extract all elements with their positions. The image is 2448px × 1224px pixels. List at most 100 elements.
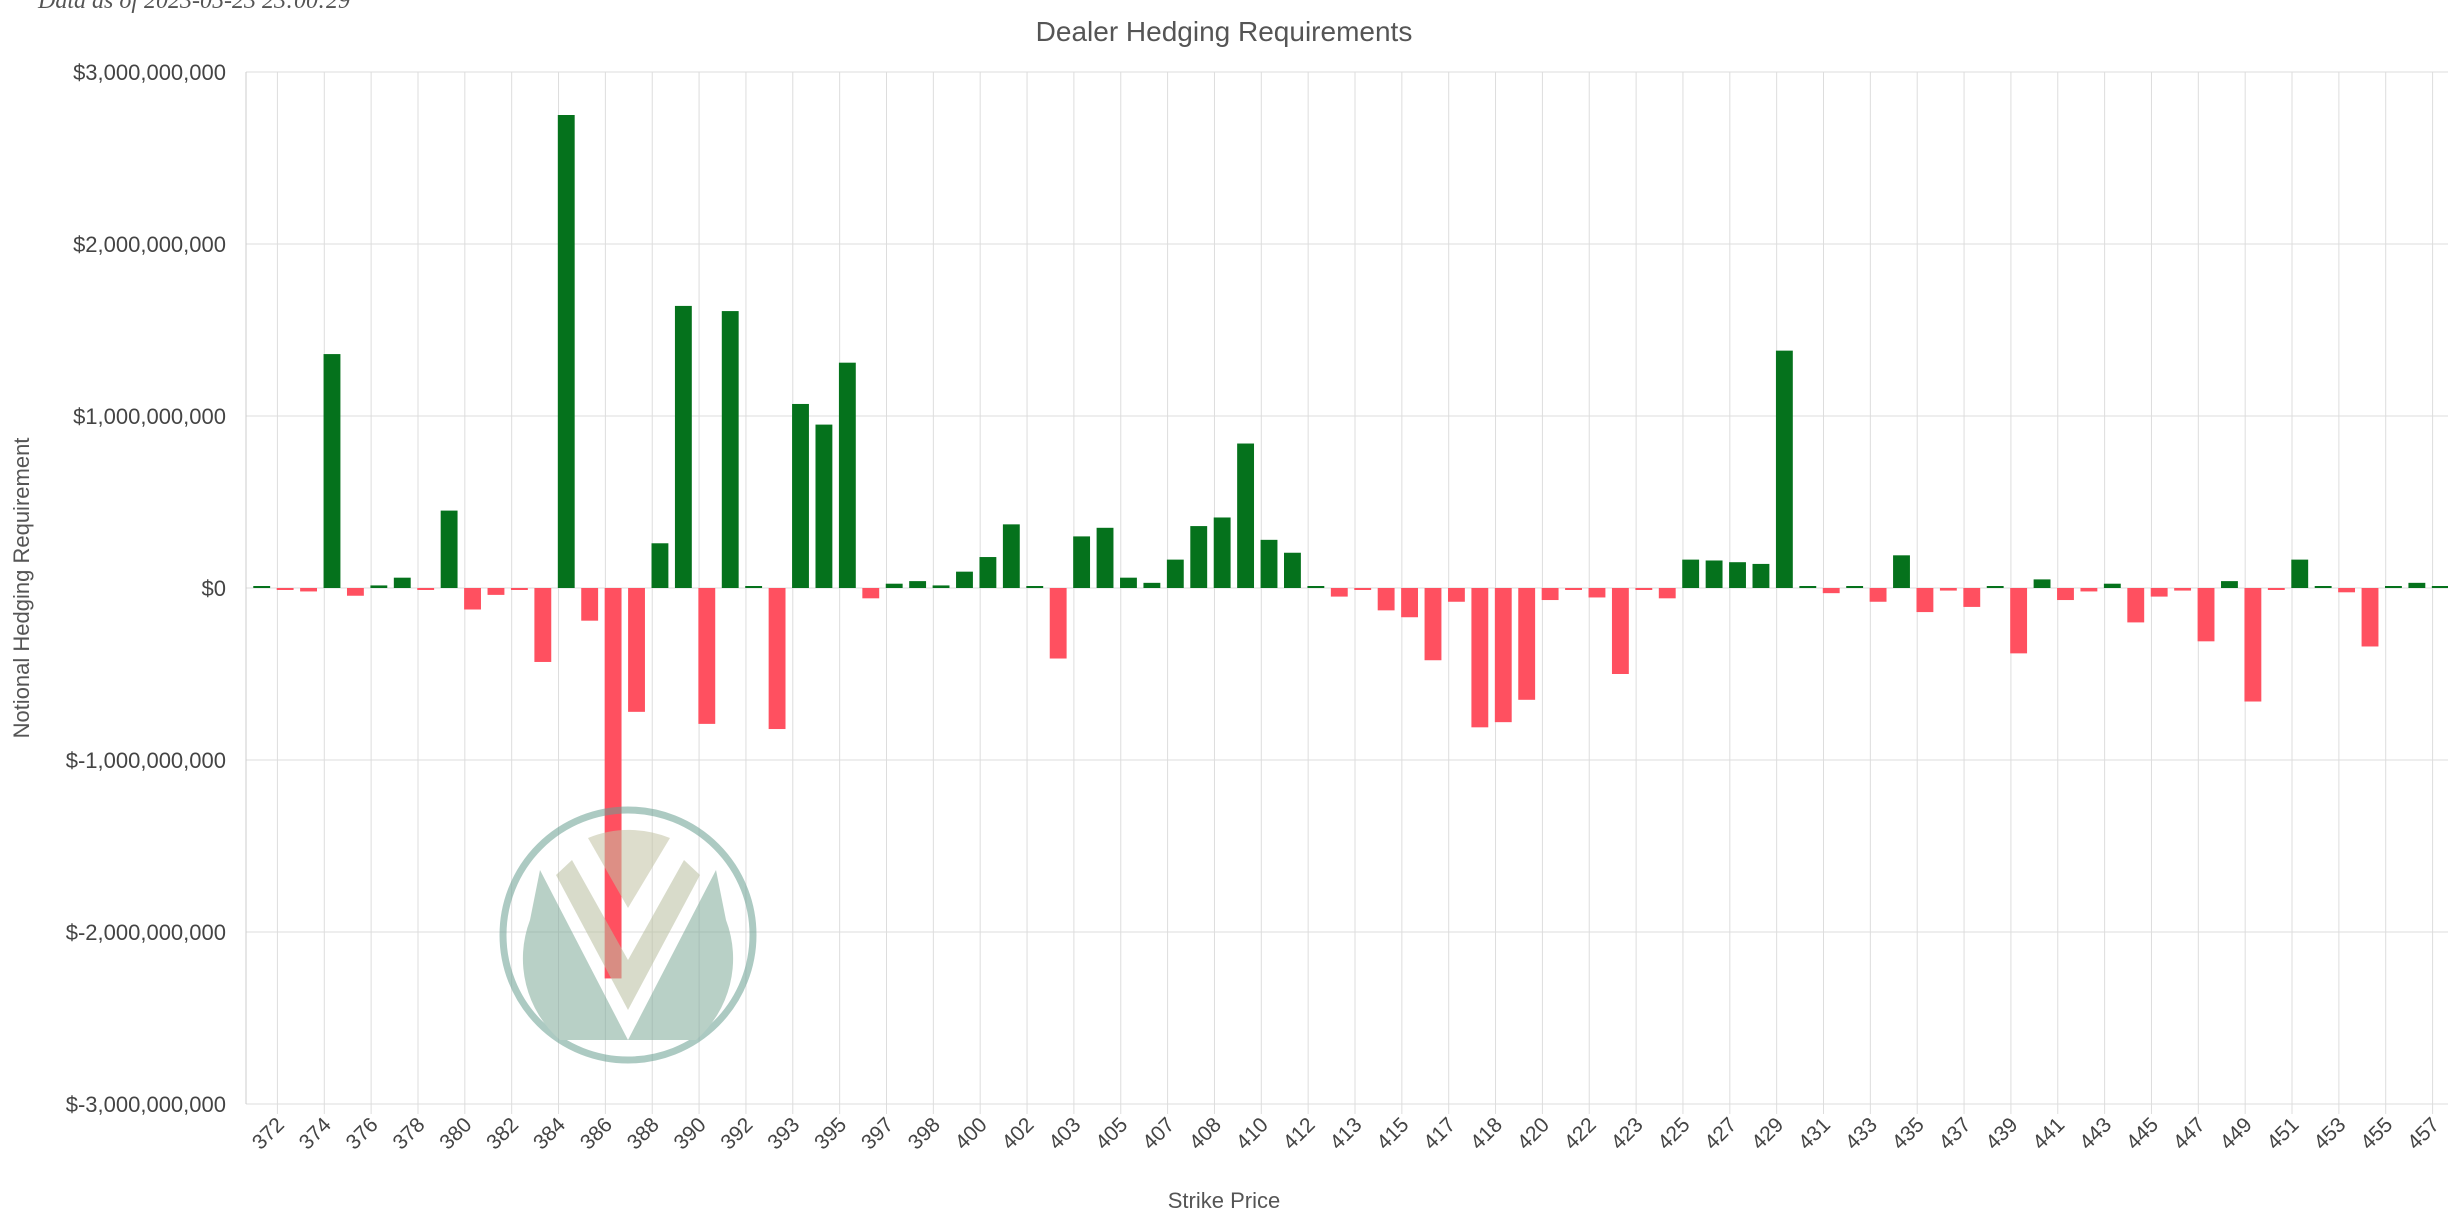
bar[interactable] (1190, 526, 1208, 588)
bar[interactable] (2174, 588, 2192, 591)
bar[interactable] (1026, 586, 1044, 588)
bar[interactable] (2103, 583, 2121, 588)
bar[interactable] (1447, 588, 1465, 602)
bar[interactable] (909, 581, 927, 588)
x-tick-label: 372 (248, 1113, 289, 1154)
bar[interactable] (1471, 588, 1489, 728)
bar[interactable] (1682, 559, 1700, 588)
bar[interactable] (1073, 536, 1091, 588)
bar[interactable] (346, 588, 364, 596)
bar[interactable] (674, 305, 692, 588)
bar[interactable] (1869, 588, 1887, 602)
bar[interactable] (323, 354, 341, 588)
x-tick-label: 447 (2169, 1113, 2210, 1154)
bar[interactable] (1307, 586, 1325, 588)
bar[interactable] (956, 571, 973, 588)
bar[interactable] (2127, 588, 2145, 623)
bar[interactable] (2244, 588, 2262, 702)
x-tick-label: 435 (1888, 1113, 1929, 1154)
bar[interactable] (393, 577, 411, 588)
bar[interactable] (2010, 588, 2028, 654)
bar[interactable] (862, 588, 880, 599)
bar[interactable] (2221, 581, 2238, 588)
bar[interactable] (2033, 579, 2051, 588)
bar[interactable] (651, 543, 669, 588)
bar[interactable] (1611, 588, 1629, 674)
bar[interactable] (1588, 588, 1606, 598)
bar[interactable] (2057, 588, 2074, 601)
bar[interactable] (628, 588, 645, 712)
bar[interactable] (417, 588, 435, 590)
bar[interactable] (604, 588, 622, 979)
bar[interactable] (2431, 586, 2448, 588)
bar[interactable] (1893, 555, 1910, 588)
bar[interactable] (487, 588, 505, 595)
bar[interactable] (1518, 588, 1536, 700)
bar[interactable] (1213, 517, 1231, 588)
bar[interactable] (1120, 577, 1137, 588)
bar[interactable] (1260, 539, 1278, 588)
bar[interactable] (1541, 588, 1559, 601)
x-tick-label: 429 (1747, 1113, 1788, 1154)
bar[interactable] (510, 588, 528, 590)
bar[interactable] (698, 588, 716, 724)
bar[interactable] (979, 557, 997, 588)
bar[interactable] (838, 362, 856, 588)
bar[interactable] (1354, 588, 1372, 590)
bar[interactable] (1775, 350, 1793, 588)
bar[interactable] (557, 115, 575, 588)
bar[interactable] (745, 586, 763, 588)
bar[interactable] (581, 588, 599, 621)
bar[interactable] (370, 585, 388, 588)
bar[interactable] (1166, 559, 1184, 588)
bar[interactable] (1846, 586, 1864, 588)
bar[interactable] (768, 588, 786, 730)
bar[interactable] (1729, 562, 1746, 588)
bar[interactable] (1635, 588, 1653, 590)
bar[interactable] (1963, 588, 1981, 607)
bar[interactable] (2150, 588, 2168, 597)
bar[interactable] (2080, 588, 2098, 592)
bar[interactable] (1752, 563, 1770, 588)
bar[interactable] (1494, 588, 1512, 723)
bar[interactable] (2314, 586, 2332, 588)
bar[interactable] (1705, 560, 1723, 588)
bar[interactable] (1916, 588, 1934, 613)
bar[interactable] (1424, 588, 1442, 661)
bar[interactable] (1096, 527, 1114, 588)
bar[interactable] (2408, 582, 2426, 588)
bar[interactable] (1799, 586, 1817, 588)
bar[interactable] (2385, 586, 2402, 588)
bar[interactable] (2291, 559, 2309, 588)
bar[interactable] (534, 588, 552, 662)
bar[interactable] (276, 588, 294, 590)
bar[interactable] (1002, 524, 1020, 588)
bar[interactable] (300, 588, 317, 592)
bar[interactable] (1565, 588, 1582, 590)
bar[interactable] (464, 588, 481, 610)
bar[interactable] (815, 424, 833, 588)
bar[interactable] (2338, 588, 2356, 593)
x-tick-label: 397 (857, 1113, 898, 1154)
bar[interactable] (721, 311, 739, 588)
bar[interactable] (2267, 588, 2285, 590)
bar[interactable] (1284, 552, 1301, 588)
bar[interactable] (440, 510, 458, 588)
bar[interactable] (1401, 588, 1418, 618)
bar[interactable] (1822, 588, 1840, 594)
bar[interactable] (1986, 586, 2004, 588)
bar[interactable] (1237, 443, 1255, 588)
bar[interactable] (2361, 588, 2379, 647)
bar[interactable] (792, 403, 809, 588)
bar[interactable] (1330, 588, 1348, 597)
bar[interactable] (885, 583, 903, 588)
bar[interactable] (253, 586, 271, 588)
bar[interactable] (1658, 588, 1676, 599)
bar[interactable] (2197, 588, 2215, 642)
bar[interactable] (1377, 588, 1395, 611)
bar[interactable] (932, 585, 950, 588)
bar[interactable] (1049, 588, 1067, 659)
bar[interactable] (1143, 582, 1161, 588)
bar[interactable] (1939, 588, 1957, 591)
